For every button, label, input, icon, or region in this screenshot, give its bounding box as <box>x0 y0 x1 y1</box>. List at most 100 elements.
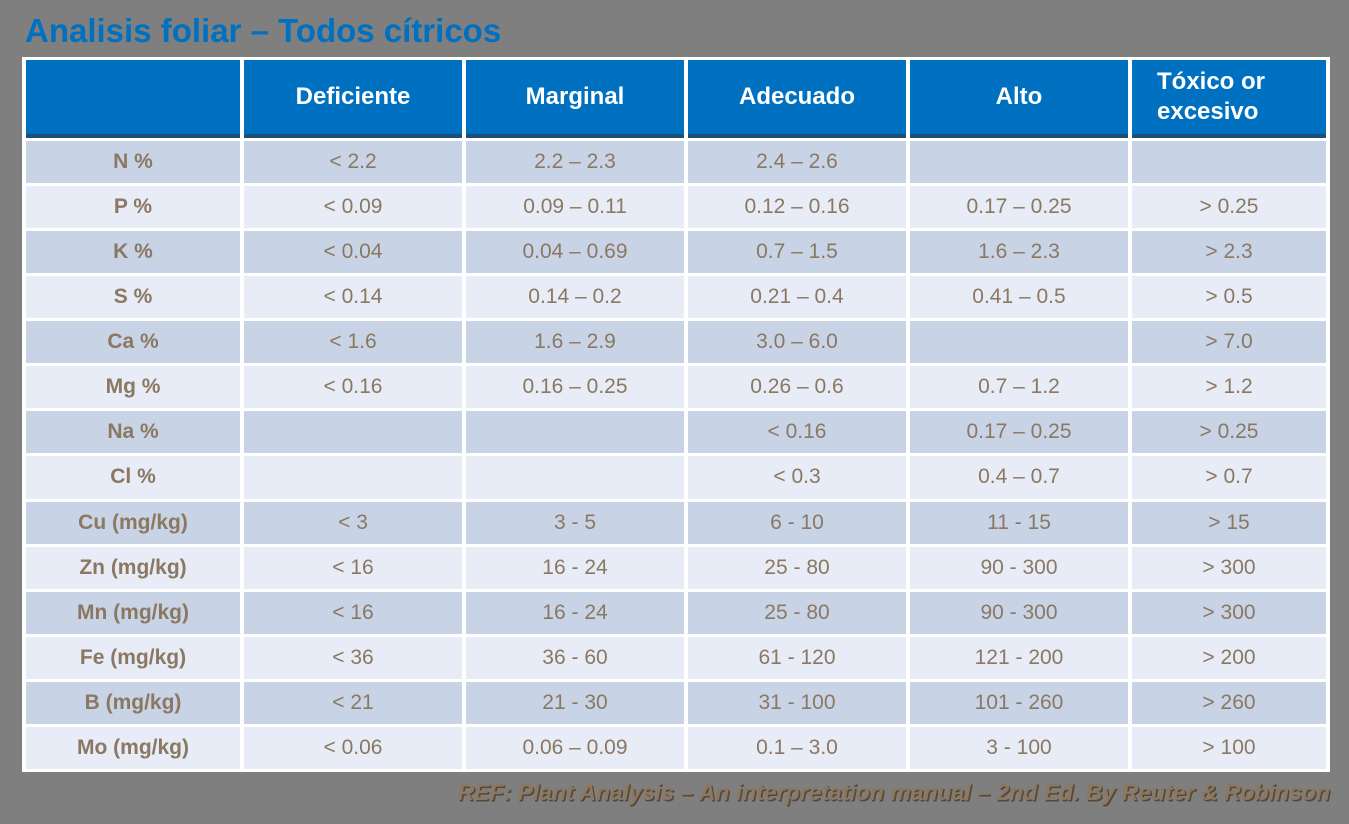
table-cell: < 0.14 <box>244 276 462 319</box>
row-label: Fe (mg/kg) <box>26 636 240 679</box>
table-cell: > 260 <box>1132 681 1326 724</box>
table-row: Mn (mg/kg) < 16 16 - 24 25 - 80 90 - 300 > 30… <box>26 591 1326 634</box>
table-row: Na % < 0.16 0.17 – 0.25 > 0.25 <box>26 411 1326 454</box>
table-cell: 0.41 – 0.5 <box>910 276 1128 319</box>
table-cell: 16 - 24 <box>466 546 684 589</box>
table-cell: > 2.3 <box>1132 231 1326 274</box>
table-cell: 0.04 – 0.69 <box>466 231 684 274</box>
table-cell: 1.6 – 2.3 <box>910 231 1128 274</box>
table-cell: > 300 <box>1132 546 1326 589</box>
table-cell: 25 - 80 <box>688 591 906 634</box>
table-cell: > 1.2 <box>1132 366 1326 409</box>
table-cell: 31 - 100 <box>688 681 906 724</box>
row-label: B (mg/kg) <box>26 681 240 724</box>
table-cell: < 16 <box>244 546 462 589</box>
table-cell: 0.4 – 0.7 <box>910 456 1128 499</box>
table-row: S % < 0.14 0.14 – 0.2 0.21 – 0.4 0.41 – 0.5 >… <box>26 276 1326 319</box>
table-cell <box>910 321 1128 364</box>
page-title: Analisis foliar – Todos cítricos <box>25 12 502 49</box>
table-cell: 0.17 – 0.25 <box>910 186 1128 229</box>
table-cell: < 2.2 <box>244 141 462 184</box>
table-cell: > 0.7 <box>1132 456 1326 499</box>
row-label: Zn (mg/kg) <box>26 546 240 589</box>
table-row: Mo (mg/kg) < 0.06 0.06 – 0.09 0.1 – 3.0 3 - … <box>26 726 1326 769</box>
table-row: Zn (mg/kg) < 16 16 - 24 25 - 80 90 - 300 > 30… <box>26 546 1326 589</box>
table-cell: 0.14 – 0.2 <box>466 276 684 319</box>
table-cell <box>466 456 684 499</box>
table-cell: 2.2 – 2.3 <box>466 141 684 184</box>
table-cell: 21 - 30 <box>466 681 684 724</box>
table-cell: < 0.16 <box>244 366 462 409</box>
table-cell: 101 - 260 <box>910 681 1128 724</box>
table-cell: 90 - 300 <box>910 591 1128 634</box>
table-cell: < 0.09 <box>244 186 462 229</box>
header-cell-element <box>26 60 240 138</box>
table-cell: 0.17 – 0.25 <box>910 411 1128 454</box>
table-cell <box>1132 141 1326 184</box>
table-cell: 6 - 10 <box>688 501 906 544</box>
table-row: B (mg/kg) < 21 21 - 30 31 - 100 101 - 260 > 2… <box>26 681 1326 724</box>
table-cell: < 0.16 <box>688 411 906 454</box>
row-label: Ca % <box>26 321 240 364</box>
table-cell: > 0.25 <box>1132 411 1326 454</box>
table-cell: 36 - 60 <box>466 636 684 679</box>
table-cell: 1.6 – 2.9 <box>466 321 684 364</box>
row-label: N % <box>26 141 240 184</box>
table-header-row: Deficiente Marginal Adecuado Alto Tóxico… <box>26 60 1326 138</box>
table-cell: > 15 <box>1132 501 1326 544</box>
table-cell: < 0.3 <box>688 456 906 499</box>
table-cell: 0.1 – 3.0 <box>688 726 906 769</box>
table-cell: > 100 <box>1132 726 1326 769</box>
row-label: Cl % <box>26 456 240 499</box>
table-row: Fe (mg/kg) < 36 36 - 60 61 - 120 121 - 200 > … <box>26 636 1326 679</box>
row-label: Mn (mg/kg) <box>26 591 240 634</box>
header-cell-marginal: Marginal <box>466 60 684 138</box>
table-cell: 90 - 300 <box>910 546 1128 589</box>
row-label: Mo (mg/kg) <box>26 726 240 769</box>
header-cell-alto: Alto <box>910 60 1128 138</box>
table-cell: 0.12 – 0.16 <box>688 186 906 229</box>
table-cell: 0.26 – 0.6 <box>688 366 906 409</box>
row-label: K % <box>26 231 240 274</box>
header-cell-toxico: Tóxico or excesivo <box>1132 60 1326 138</box>
table-cell: 2.4 – 2.6 <box>688 141 906 184</box>
table-cell: > 0.5 <box>1132 276 1326 319</box>
table-cell: > 0.25 <box>1132 186 1326 229</box>
table-cell: < 3 <box>244 501 462 544</box>
table-cell: < 0.06 <box>244 726 462 769</box>
table-cell: 0.7 – 1.2 <box>910 366 1128 409</box>
table-cell <box>910 141 1128 184</box>
table-cell: 61 - 120 <box>688 636 906 679</box>
row-label: Na % <box>26 411 240 454</box>
table-row: N % < 2.2 2.2 – 2.3 2.4 – 2.6 <box>26 141 1326 184</box>
table-cell <box>466 411 684 454</box>
table-cell: < 36 <box>244 636 462 679</box>
table-cell: 11 - 15 <box>910 501 1128 544</box>
table-cell: 3 - 5 <box>466 501 684 544</box>
table-cell: < 16 <box>244 591 462 634</box>
table-cell: > 300 <box>1132 591 1326 634</box>
reference-text: REF: Plant Analysis – An interpretation … <box>457 779 1330 805</box>
header-cell-adecuado: Adecuado <box>688 60 906 138</box>
table-row: Ca % < 1.6 1.6 – 2.9 3.0 – 6.0 > 7.0 <box>26 321 1326 364</box>
table-cell: 0.21 – 0.4 <box>688 276 906 319</box>
foliar-analysis-table-container: Deficiente Marginal Adecuado Alto Tóxico… <box>22 57 1330 772</box>
table-cell: > 200 <box>1132 636 1326 679</box>
table-cell: 3 - 100 <box>910 726 1128 769</box>
table-cell: 121 - 200 <box>910 636 1128 679</box>
table-cell: 0.06 – 0.09 <box>466 726 684 769</box>
table-cell <box>244 456 462 499</box>
foliar-analysis-table: Deficiente Marginal Adecuado Alto Tóxico… <box>22 57 1330 772</box>
table-cell: < 1.6 <box>244 321 462 364</box>
row-label: S % <box>26 276 240 319</box>
row-label: P % <box>26 186 240 229</box>
table-cell <box>244 411 462 454</box>
table-cell: 0.16 – 0.25 <box>466 366 684 409</box>
table-row: Mg % < 0.16 0.16 – 0.25 0.26 – 0.6 0.7 – 1.2… <box>26 366 1326 409</box>
table-row: K % < 0.04 0.04 – 0.69 0.7 – 1.5 1.6 – 2.3 > … <box>26 231 1326 274</box>
table-cell: < 0.04 <box>244 231 462 274</box>
table-cell: 25 - 80 <box>688 546 906 589</box>
table-row: Cl % < 0.3 0.4 – 0.7 > 0.7 <box>26 456 1326 499</box>
table-cell: < 21 <box>244 681 462 724</box>
